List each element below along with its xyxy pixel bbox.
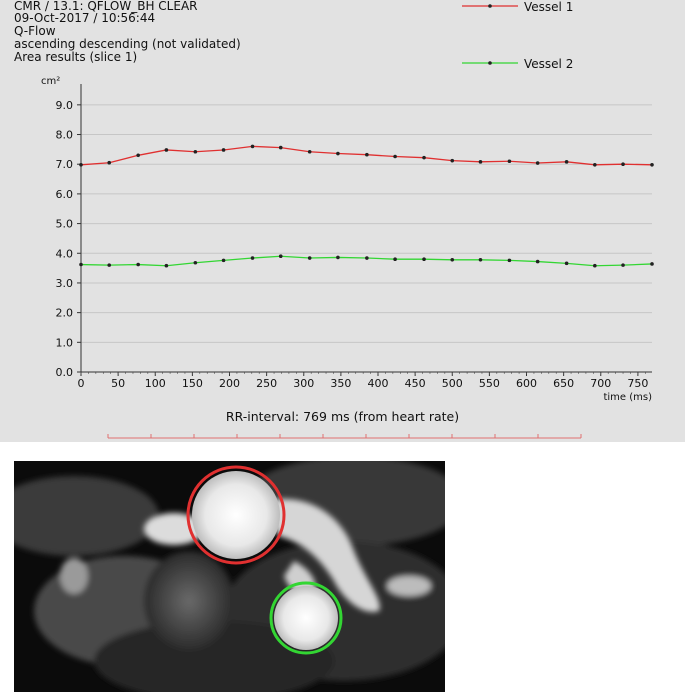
rr-interval-text: RR-interval: 769 ms (from heart rate) <box>225 409 460 424</box>
data-point-vessel-2 <box>164 263 169 268</box>
ascending-aorta <box>192 471 280 559</box>
x-tick-label: 500 <box>442 377 463 390</box>
data-point-vessel-2 <box>564 261 569 266</box>
vessel-description: ascending descending (not validated) <box>14 37 241 51</box>
data-point-vessel-1 <box>164 148 169 152</box>
legend-marker-vessel-2 <box>488 61 492 65</box>
data-point-vessel-1 <box>507 159 512 164</box>
data-point-vessel-2 <box>336 255 340 260</box>
data-point-vessel-2 <box>535 259 540 264</box>
y-tick-label: 8.0 <box>56 129 74 142</box>
data-point-vessel-1 <box>450 158 455 163</box>
y-axis-label: cm² <box>41 76 60 87</box>
x-tick-label: 150 <box>182 377 203 390</box>
data-point-vessel-2 <box>193 260 198 265</box>
data-point-vessel-1 <box>422 155 426 160</box>
legend-marker-vessel-1 <box>488 4 492 8</box>
data-point-vessel-1 <box>365 152 369 157</box>
y-tick-label: 9.0 <box>56 99 74 112</box>
mri-cross-section-image <box>14 461 445 692</box>
data-point-vessel-2 <box>650 262 654 266</box>
data-point-vessel-2 <box>365 256 369 260</box>
x-tick-label: 300 <box>293 377 314 390</box>
data-point-vessel-2 <box>107 263 112 267</box>
data-point-vessel-2 <box>393 257 397 262</box>
data-point-vessel-1 <box>107 160 112 165</box>
y-tick-label: 3.0 <box>56 277 74 290</box>
chart-svg: 0.0 1.0 2.0 3.0 4.0 5.0 6.0 7.0 8.0 9.0 0 50 100 150 2… <box>41 4 654 439</box>
data-point-vessel-1 <box>221 148 226 152</box>
y-tick-label: 4.0 <box>56 247 74 260</box>
y-tick-label: 7.0 <box>56 158 74 171</box>
y-tick-label: 1.0 <box>56 336 74 349</box>
data-point-vessel-1 <box>621 162 625 167</box>
data-point-vessel-2 <box>136 262 140 267</box>
y-tick-label: 0.0 <box>56 366 74 379</box>
data-point-vessel-1 <box>250 144 255 149</box>
x-tick-label: 400 <box>368 377 389 390</box>
x-tick-label: 600 <box>516 377 537 390</box>
x-axis-label: time (ms) <box>603 392 652 403</box>
data-point-vessel-1 <box>535 161 540 165</box>
results-label: Area results (slice 1) <box>14 50 138 64</box>
x-tick-label: 450 <box>405 377 426 390</box>
data-point-vessel-2 <box>422 257 426 262</box>
acquisition-datetime: 09-Oct-2017 / 10:56:44 <box>14 11 156 25</box>
data-point-vessel-1 <box>79 163 83 167</box>
x-tick-label: 200 <box>219 377 240 390</box>
x-tick-label: 550 <box>479 377 500 390</box>
x-tick-label: 350 <box>330 377 351 390</box>
data-point-vessel-1 <box>650 163 654 167</box>
legend-label-vessel-2: Vessel 2 <box>524 57 574 71</box>
y-tick-label: 5.0 <box>56 218 74 231</box>
data-point-vessel-1 <box>593 163 597 167</box>
vessel-1-contour <box>186 465 286 565</box>
data-point-vessel-2 <box>450 257 455 262</box>
data-point-vessel-1 <box>136 153 140 158</box>
data-point-vessel-2 <box>307 256 312 260</box>
vessel-2-contour <box>269 581 343 655</box>
x-tick-label: 750 <box>627 377 648 390</box>
data-point-vessel-2 <box>507 258 512 263</box>
x-tick-label: 650 <box>553 377 574 390</box>
x-tick-label: 100 <box>145 377 166 390</box>
data-point-vessel-1 <box>564 160 569 164</box>
x-tick-label: 50 <box>111 377 125 390</box>
descending-aorta <box>274 586 338 650</box>
series-title: CMR / 13.1: QFLOW_BH CLEAR <box>14 0 198 13</box>
data-point-vessel-1 <box>478 160 483 164</box>
data-point-vessel-2 <box>221 258 226 263</box>
data-point-vessel-1 <box>393 154 397 159</box>
data-point-vessel-2 <box>478 257 483 262</box>
mri-svg <box>14 461 445 692</box>
x-tick-label: 0 <box>78 377 85 390</box>
data-point-vessel-1 <box>336 151 340 156</box>
analysis-type: Q-Flow <box>14 24 56 38</box>
data-point-vessel-2 <box>250 256 255 260</box>
x-tick-label: 250 <box>256 377 277 390</box>
data-point-vessel-1 <box>278 145 283 150</box>
y-tick-label: 6.0 <box>56 188 74 201</box>
x-tick-label: 700 <box>590 377 611 390</box>
chart-panel: CMR / 13.1: QFLOW_BH CLEAR 09-Oct-2017 /… <box>0 0 685 442</box>
y-tick-label: 2.0 <box>56 307 74 320</box>
data-point-vessel-2 <box>593 263 597 268</box>
data-point-vessel-1 <box>193 149 198 154</box>
data-point-vessel-2 <box>621 263 625 267</box>
legend-label-vessel-1: Vessel 1 <box>524 0 574 14</box>
data-point-vessel-2 <box>79 262 83 267</box>
data-point-vessel-1 <box>307 149 312 154</box>
data-point-vessel-2 <box>278 254 283 259</box>
